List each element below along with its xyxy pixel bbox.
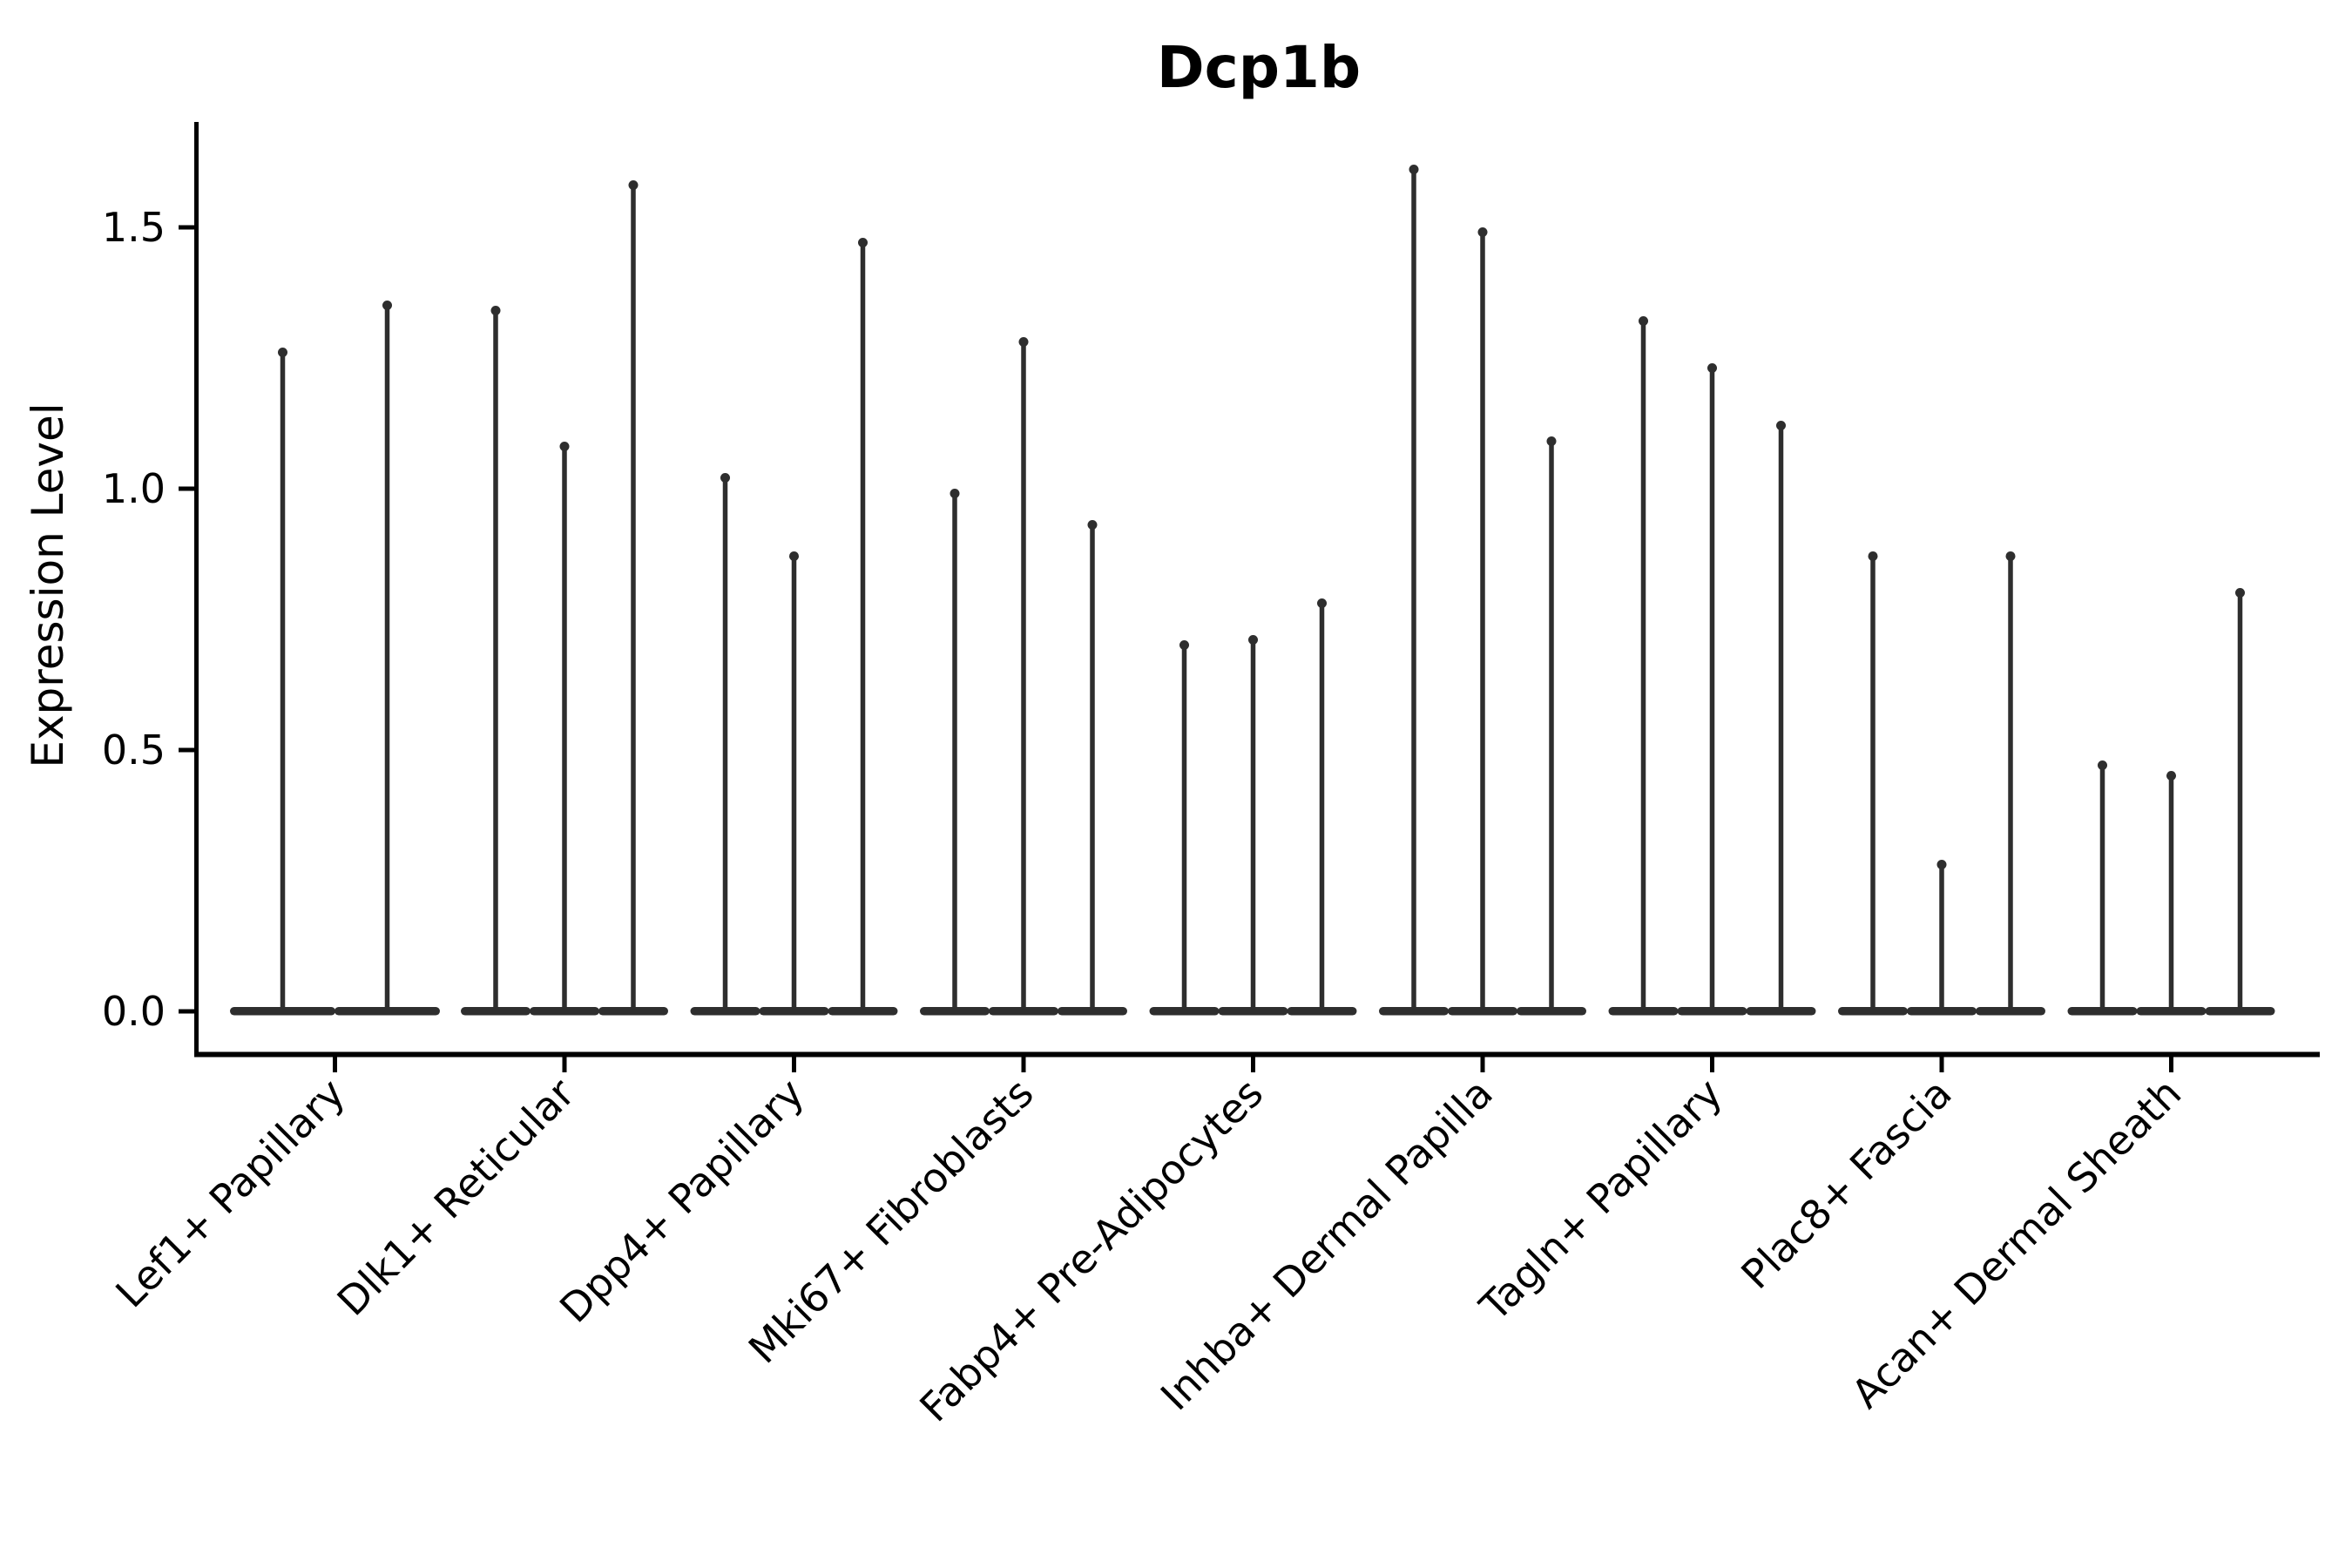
violin xyxy=(1907,860,1977,1016)
x-tick-label: Dpp4+ Papillary xyxy=(551,1070,813,1332)
violin xyxy=(920,489,990,1016)
violin-tip xyxy=(1546,436,1557,446)
violin xyxy=(1218,635,1288,1016)
violin-tip xyxy=(2235,588,2245,598)
violin-tip xyxy=(950,489,960,498)
violin-tip xyxy=(1776,421,1786,430)
violin xyxy=(1287,598,1357,1016)
violin-tip xyxy=(1639,316,1648,326)
violin xyxy=(1677,363,1747,1016)
violin xyxy=(989,337,1058,1016)
y-axis-ticks: 0.0 0.5 1.0 1.5 xyxy=(102,204,197,1035)
violin xyxy=(1608,316,1679,1016)
violin-tip xyxy=(1477,227,1488,237)
violin xyxy=(461,306,531,1016)
violin-tip xyxy=(1868,551,1878,561)
violin-tip xyxy=(1248,635,1258,645)
violin xyxy=(335,301,440,1016)
violin-tip xyxy=(1179,640,1189,650)
violin-tip xyxy=(1707,363,1717,373)
violin xyxy=(1379,165,1449,1016)
violin xyxy=(2205,588,2275,1016)
violin-tip xyxy=(789,551,799,561)
x-tick-label: Plac8+ Fascia xyxy=(1732,1070,1960,1298)
violin xyxy=(828,238,898,1016)
y-tick-label: 1.0 xyxy=(102,465,166,512)
violin-tip xyxy=(1936,860,1947,869)
violin-tip xyxy=(559,442,570,451)
violin xyxy=(1976,551,2045,1016)
violins xyxy=(230,165,2275,1016)
violin-tip xyxy=(1409,165,1419,174)
x-tick-label: Dlk1+ Reticular xyxy=(328,1070,584,1325)
violin xyxy=(1838,551,1908,1016)
violin xyxy=(2067,760,2138,1016)
violin xyxy=(598,180,668,1016)
violin-tip xyxy=(1018,337,1029,347)
chart-title: Dcp1b xyxy=(1157,34,1361,101)
violin xyxy=(759,551,829,1016)
y-axis-label: Expression Level xyxy=(23,402,73,767)
violin xyxy=(690,473,760,1016)
violin-tip xyxy=(2166,771,2176,781)
violin-tip xyxy=(490,306,501,315)
y-tick-label: 0.5 xyxy=(102,727,166,774)
violin xyxy=(1058,520,1127,1016)
x-tick-label: Lef1+ Papillary xyxy=(106,1070,354,1317)
violin xyxy=(230,348,335,1016)
violin xyxy=(1517,436,1586,1016)
violin xyxy=(2136,771,2207,1016)
violin-tip xyxy=(278,348,287,357)
violin-tip xyxy=(382,301,392,310)
violin-tip xyxy=(1087,520,1098,530)
y-tick-label: 1.5 xyxy=(102,204,166,251)
violin-tip xyxy=(2098,760,2107,770)
violin-tip xyxy=(858,238,868,247)
violin-tip xyxy=(1317,598,1327,608)
x-tick-label: Tagln+ Papillary xyxy=(1470,1070,1732,1331)
violin-tip xyxy=(2005,551,2016,561)
y-tick-label: 0.0 xyxy=(102,988,166,1035)
violin-tip xyxy=(720,473,730,483)
violin xyxy=(1149,640,1220,1016)
violin-tip xyxy=(628,180,639,190)
violin xyxy=(1746,421,1816,1016)
violin xyxy=(1448,227,1517,1016)
violin xyxy=(530,442,599,1016)
